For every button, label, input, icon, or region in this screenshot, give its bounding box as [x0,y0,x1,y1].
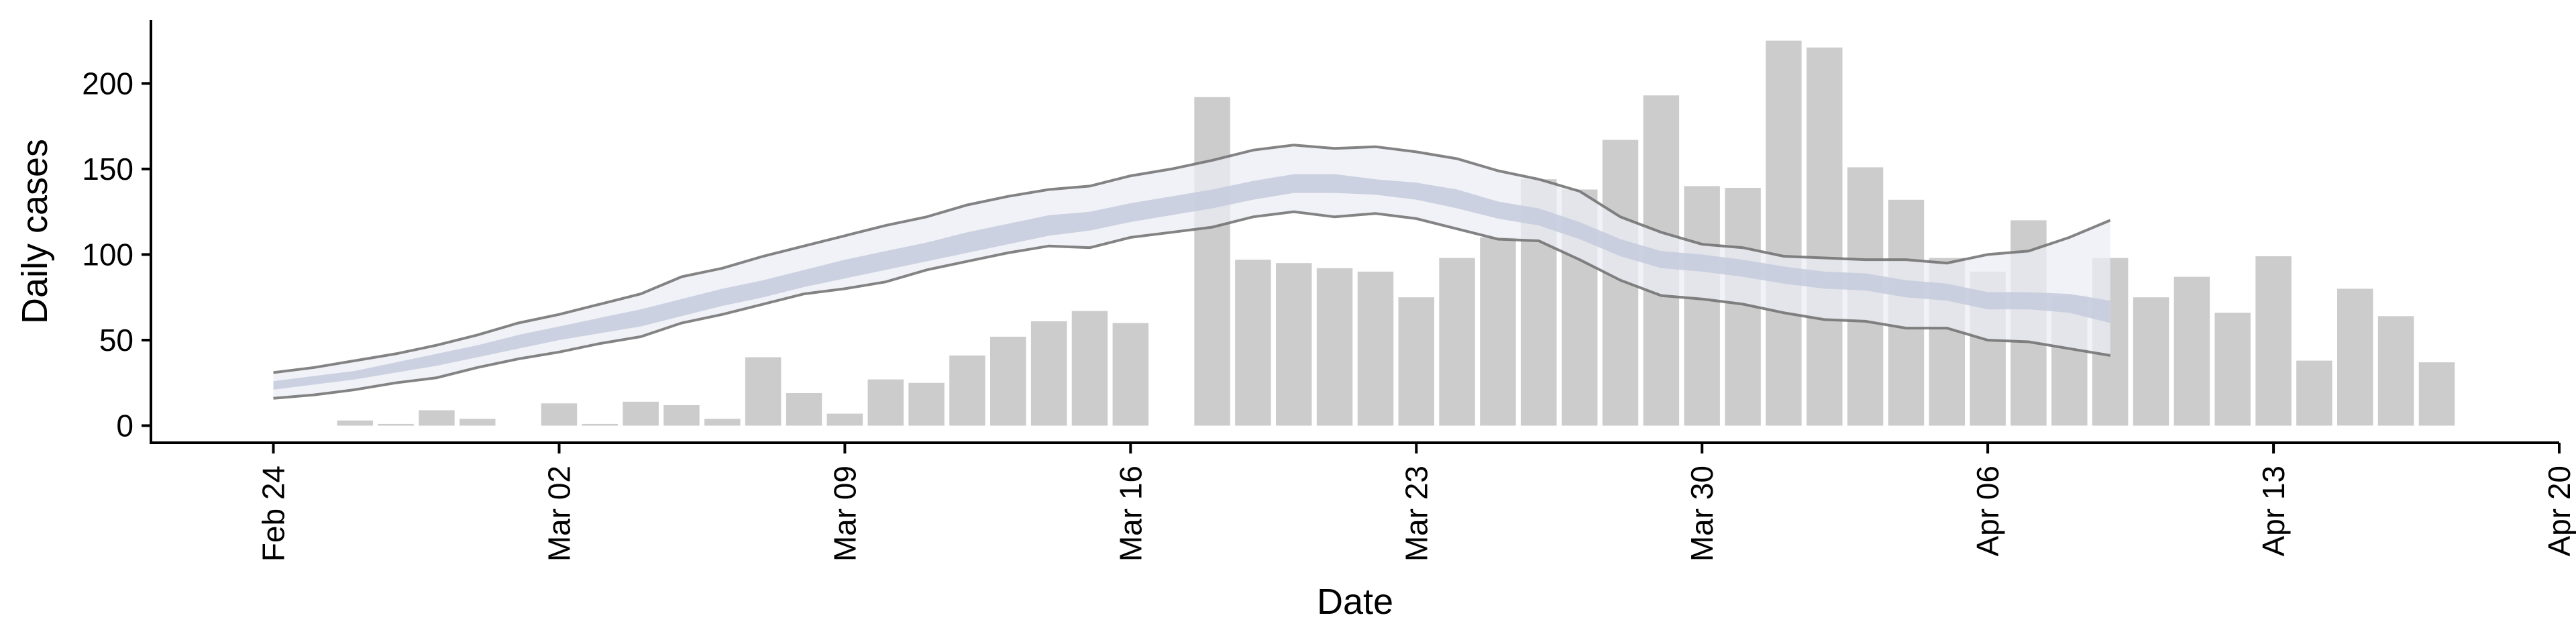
bar [908,382,945,426]
bar [1235,260,1271,426]
bar [1398,297,1434,426]
bar [2133,297,2169,426]
bar [1480,237,1516,426]
bar [867,379,904,426]
y-tick-label: 150 [82,152,133,186]
bar [1112,323,1149,426]
x-tick-label: Apr 13 [2256,466,2291,557]
x-tick-label: Apr 20 [2542,466,2576,557]
bar [419,410,455,426]
bar [1439,258,1475,426]
bar [541,403,578,426]
x-tick-label: Mar 30 [1684,466,1719,561]
y-ticks: 0 50 100 150 200 [82,66,151,443]
bar [1316,268,1353,426]
bar [582,423,618,426]
bar [745,357,782,426]
x-ticks: Feb 24 Mar 02 Mar 09 Mar 16 Mar 23 Mar 30 Apr … [256,443,2576,561]
y-axis-title: Daily cases [15,139,55,324]
bar [1071,311,1108,426]
bar [663,405,700,426]
x-tick-label: Apr 06 [1970,466,2005,557]
bar [378,423,414,426]
y-tick-label: 50 [99,323,133,358]
bar [623,401,659,426]
bar [2377,316,2414,426]
bar-series [337,40,2455,426]
x-tick-label: Mar 02 [542,466,577,561]
bar [2296,360,2332,426]
x-tick-label: Feb 24 [256,466,291,561]
bar [704,419,741,426]
x-tick-label: Mar 16 [1113,466,1148,561]
bar [1766,40,1802,426]
y-tick-label: 0 [116,409,133,443]
x-tick-label: Mar 09 [827,466,862,561]
bar [949,355,985,426]
bar [1684,186,1720,426]
bar [337,420,373,426]
bar [2418,362,2455,426]
estimate-bands [273,144,2111,400]
bar [1357,271,1394,426]
bar [2255,256,2292,426]
y-tick-label: 200 [82,66,133,101]
bar [2214,313,2251,426]
ci-90-upper-line [273,144,2111,374]
ci-90-lower-line [273,210,2111,400]
bar [1030,321,1067,426]
bar [826,413,863,426]
y-tick-label: 100 [82,237,133,272]
bar [786,393,822,426]
bar [1194,97,1230,426]
bar [1276,263,1312,426]
bar [1807,47,1843,426]
bar [2337,288,2373,426]
axes [150,20,2559,444]
bar [460,419,496,426]
x-axis-title: Date [1317,582,1393,622]
bar [990,336,1026,426]
bar [2174,276,2210,426]
x-tick-label: Mar 23 [1399,466,1434,561]
